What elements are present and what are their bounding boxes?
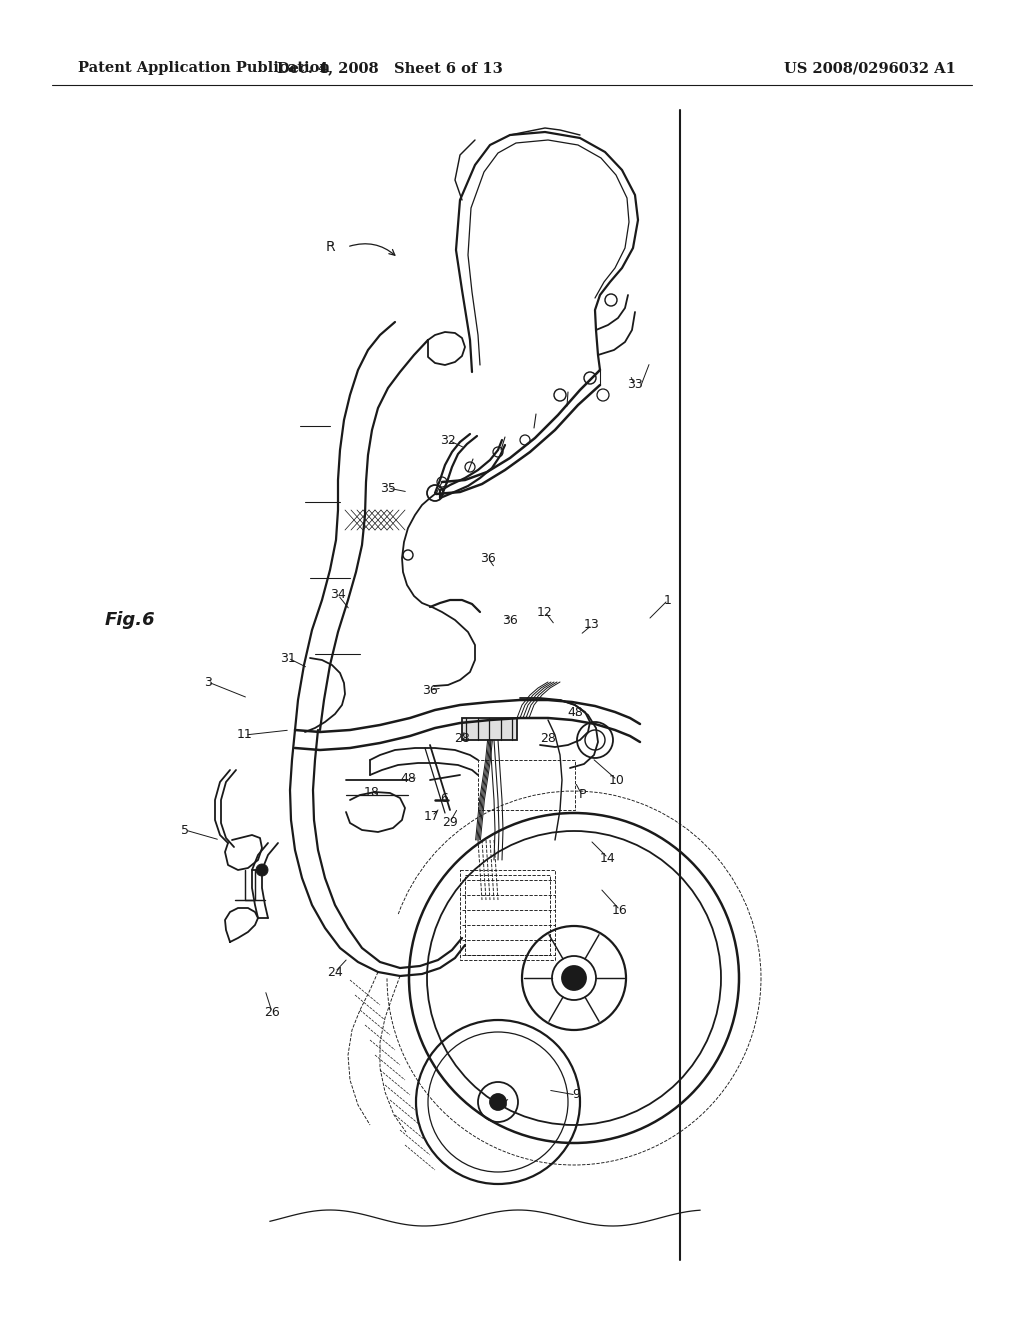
Text: 1: 1 [664, 594, 672, 606]
Text: 14: 14 [600, 851, 615, 865]
Text: 18: 18 [365, 785, 380, 799]
Text: 31: 31 [281, 652, 296, 664]
Text: 5: 5 [181, 824, 189, 837]
Circle shape [562, 966, 586, 990]
Text: R: R [326, 240, 335, 253]
Text: 12: 12 [538, 606, 553, 619]
Text: 24: 24 [327, 965, 343, 978]
Text: 6: 6 [440, 792, 447, 804]
Text: 36: 36 [422, 684, 438, 697]
Text: 16: 16 [612, 903, 628, 916]
Text: Fig.6: Fig.6 [105, 611, 156, 630]
Text: 28: 28 [454, 731, 470, 744]
Text: Dec. 4, 2008   Sheet 6 of 13: Dec. 4, 2008 Sheet 6 of 13 [278, 61, 503, 75]
Text: P: P [579, 788, 586, 801]
Text: 29: 29 [442, 816, 458, 829]
Text: 48: 48 [400, 771, 416, 784]
Text: 33: 33 [627, 379, 643, 392]
Text: 11: 11 [238, 729, 253, 742]
FancyBboxPatch shape [462, 718, 517, 741]
Text: 25: 25 [493, 1098, 508, 1111]
Text: 9: 9 [572, 1089, 580, 1101]
Text: 48: 48 [567, 705, 583, 718]
Text: 34: 34 [330, 589, 346, 602]
Text: 28: 28 [540, 731, 556, 744]
Text: 35: 35 [380, 482, 396, 495]
Text: US 2008/0296032 A1: US 2008/0296032 A1 [784, 61, 956, 75]
Text: 13: 13 [584, 619, 600, 631]
Circle shape [256, 865, 268, 876]
Text: 17: 17 [424, 809, 440, 822]
Text: 3: 3 [204, 676, 212, 689]
Text: 36: 36 [480, 552, 496, 565]
Circle shape [490, 1094, 506, 1110]
Text: 26: 26 [264, 1006, 280, 1019]
Text: 32: 32 [440, 433, 456, 446]
Text: 10: 10 [609, 774, 625, 787]
Text: Patent Application Publication: Patent Application Publication [78, 61, 330, 75]
Text: 36: 36 [502, 614, 518, 627]
